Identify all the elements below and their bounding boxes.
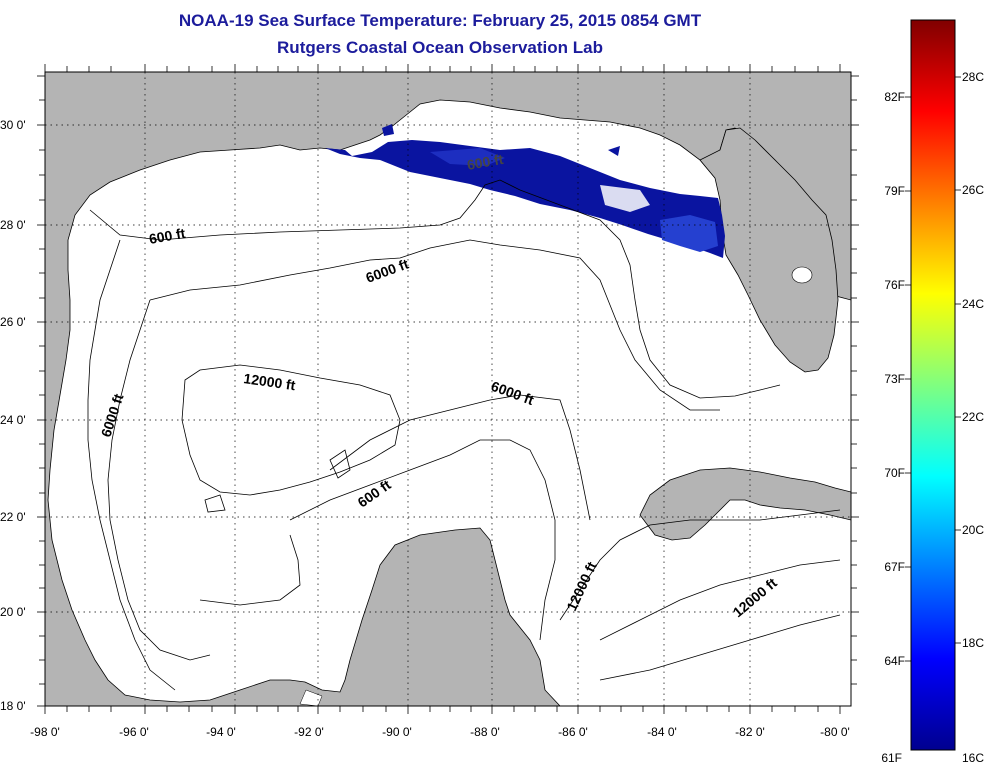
colorbar-label-f: 67F bbox=[884, 560, 905, 574]
land-north-america bbox=[45, 72, 851, 706]
lat-label: 20 0' bbox=[0, 605, 26, 619]
contour-600-center bbox=[289, 439, 556, 641]
colorbar-label-f: 76F bbox=[884, 278, 905, 292]
graticule bbox=[45, 72, 851, 706]
contour-label-12000-center: 12000 ft bbox=[243, 370, 297, 393]
contour-deep-island bbox=[329, 449, 351, 479]
contour-600-west bbox=[87, 239, 176, 691]
land-cuba bbox=[639, 467, 851, 541]
colorbar-label-c: 22C bbox=[962, 410, 984, 424]
lagoon bbox=[299, 689, 323, 706]
map-subtitle: Rutgers Coastal Ocean Observation Lab bbox=[277, 38, 603, 57]
colorbar-ticks bbox=[905, 76, 961, 662]
lon-label: -92 0' bbox=[294, 725, 324, 739]
colorbar-label-f: 64F bbox=[884, 654, 905, 668]
colorbar-label-f: 61F bbox=[881, 751, 902, 765]
map-title: NOAA-19 Sea Surface Temperature: Februar… bbox=[178, 11, 702, 30]
sst-swath-fragment bbox=[608, 146, 620, 156]
land-florida bbox=[699, 127, 839, 373]
lon-label: -84 0' bbox=[647, 725, 677, 739]
contour-12000-south bbox=[559, 509, 841, 621]
lon-label: -80 0' bbox=[820, 725, 850, 739]
colorbar-label-c: 26C bbox=[962, 183, 984, 197]
lat-label: 30 0' bbox=[0, 118, 26, 132]
lon-label: -86 0' bbox=[558, 725, 588, 739]
lon-label: -90 0' bbox=[382, 725, 412, 739]
lake-okeechobee bbox=[791, 266, 813, 284]
lon-label: -94 0' bbox=[206, 725, 236, 739]
lat-label: 18 0' bbox=[0, 699, 26, 713]
contour-east-deep2 bbox=[599, 614, 841, 681]
colorbar-label-c: 28C bbox=[962, 70, 984, 84]
lat-label: 24 0' bbox=[0, 413, 26, 427]
contour-12000 bbox=[181, 364, 401, 496]
sst-swath bbox=[325, 140, 725, 258]
contour-deep-island2 bbox=[204, 494, 226, 513]
bathymetry-contours bbox=[87, 179, 841, 691]
sst-swath-patch bbox=[430, 148, 505, 166]
sst-swath-warm-patch bbox=[660, 215, 718, 252]
contour-label-600-north: 600 ft bbox=[148, 225, 187, 247]
colorbar-label-c: 18C bbox=[962, 636, 984, 650]
contour-east-deep bbox=[599, 559, 841, 641]
contour-600-shelf bbox=[89, 179, 781, 399]
contour-6000-west bbox=[107, 299, 211, 661]
lon-label: -98 0' bbox=[30, 725, 60, 739]
temperature-colorbar bbox=[910, 19, 956, 751]
colorbar-label-c: 20C bbox=[962, 523, 984, 537]
lat-label: 26 0' bbox=[0, 315, 26, 329]
colorbar-label-f: 79F bbox=[884, 184, 905, 198]
colorbar-label-c: 24C bbox=[962, 297, 984, 311]
map-frame bbox=[44, 71, 852, 707]
colorbar-label-f: 82F bbox=[884, 90, 905, 104]
lat-label: 22 0' bbox=[0, 510, 26, 524]
lat-label: 28 0' bbox=[0, 218, 26, 232]
contour-label-600-sst: 600 ft bbox=[466, 151, 505, 173]
frame-ticks bbox=[37, 64, 859, 714]
colorbar-label-f: 70F bbox=[884, 466, 905, 480]
contour-6000-north bbox=[149, 239, 720, 411]
cloud-gap bbox=[600, 185, 650, 212]
sst-swath-fragment bbox=[382, 124, 394, 136]
lon-label: -96 0' bbox=[119, 725, 149, 739]
contour-6000-center bbox=[329, 394, 591, 521]
lon-label: -88 0' bbox=[470, 725, 500, 739]
colorbar-label-c: 16C bbox=[962, 751, 984, 765]
lon-label: -82 0' bbox=[735, 725, 765, 739]
colorbar-label-f: 73F bbox=[884, 372, 905, 386]
contour-yucatan-shelf bbox=[199, 534, 301, 606]
